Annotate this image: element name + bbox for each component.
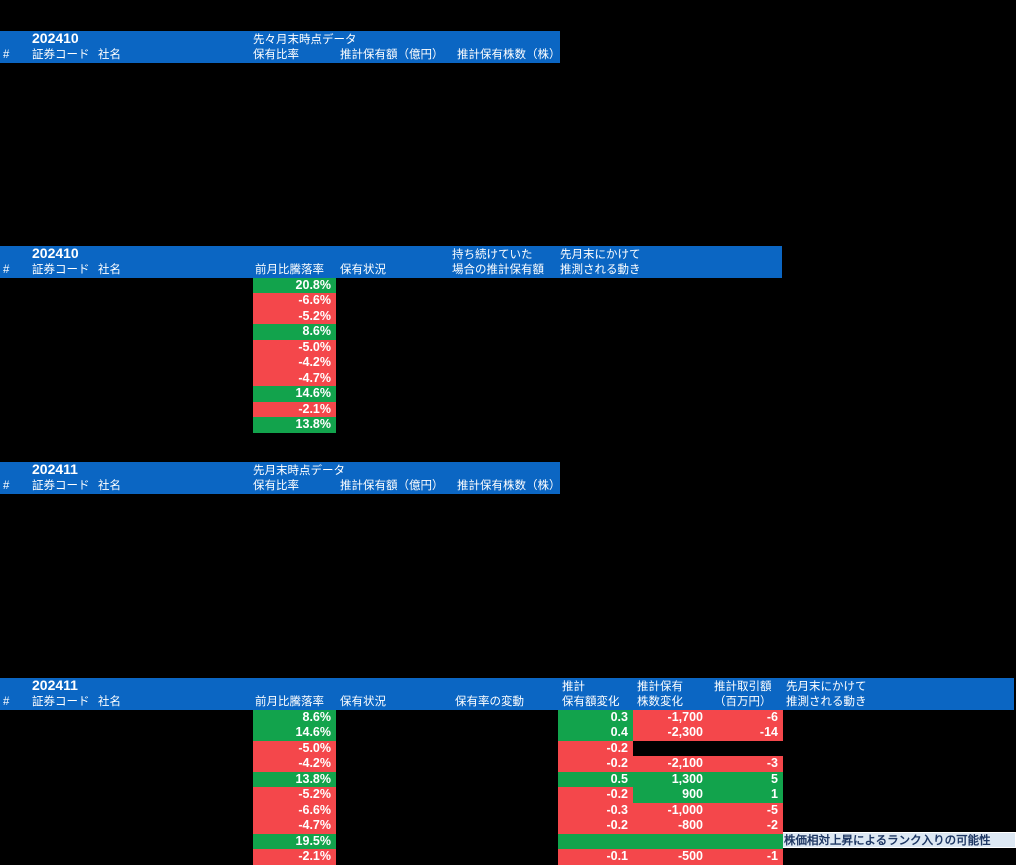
trade-amount-cell[interactable]: -14 <box>708 725 783 741</box>
pct-change-cell[interactable]: -5.2% <box>253 787 336 803</box>
col-ratio-fluctuation: 保有率の変動 <box>455 696 524 708</box>
col-trade-amount-line2: （百万円） <box>714 696 772 708</box>
col-company: 社名 <box>98 696 121 708</box>
table-header-202410-moves: 202410 持ち続けていた 先月末にかけて # 証券コード 社名 前月比騰落率… <box>0 246 782 278</box>
col-pct-change: 前月比騰落率 <box>255 696 324 708</box>
col-move-line2: 推測される動き <box>560 264 641 276</box>
col-shares-change-line2: 株数変化 <box>637 696 683 708</box>
rank-in-highlight-cell[interactable] <box>558 833 783 849</box>
table-header-202411-moves: 202411 推計 推計保有 推計取引額 先月末にかけて # 証券コード 社名 … <box>0 678 1014 710</box>
pct-change-cell[interactable]: 8.6% <box>253 709 336 725</box>
pct-change-cell[interactable]: 20.8% <box>253 277 336 293</box>
value-change-cell[interactable]: 0.3 <box>558 709 633 725</box>
col-pct-change: 前月比騰落率 <box>255 264 324 276</box>
shares-change-cell[interactable]: -1,000 <box>633 802 708 818</box>
pct-change-cell[interactable]: -5.0% <box>253 339 336 355</box>
pct-change-cell[interactable]: -6.6% <box>253 293 336 309</box>
table-header-202410-snapshot: 202410 先々月末時点データ # 証券コード 社名 保有比率 推計保有額（億… <box>0 30 561 63</box>
pct-change-cell[interactable]: 19.5% <box>253 833 336 849</box>
col-ticker: 証券コード <box>32 480 90 492</box>
col-index: # <box>3 49 10 61</box>
col-est-shares: 推計保有株数（株） <box>457 49 561 61</box>
pct-change-cell[interactable]: -5.0% <box>253 740 336 756</box>
value-change-cell[interactable]: -0.3 <box>558 802 633 818</box>
pct-change-cell[interactable]: -4.7% <box>253 818 336 834</box>
col-value-change-line1: 推計 <box>562 681 585 693</box>
col-holding-ratio: 保有比率 <box>253 49 299 61</box>
shares-change-cell[interactable]: -1,700 <box>633 709 708 725</box>
col-index: # <box>3 696 10 708</box>
value-change-cell[interactable]: -0.1 <box>558 849 633 865</box>
col-ticker: 証券コード <box>32 264 90 276</box>
col-index: # <box>3 264 10 276</box>
period-label: 202411 <box>32 461 78 477</box>
trade-amount-cell[interactable]: -6 <box>708 709 783 725</box>
col-holding-status: 保有状況 <box>340 696 386 708</box>
col-if-held-line2: 場合の推計保有額 <box>452 264 544 276</box>
period-label: 202411 <box>32 677 78 693</box>
pct-change-cell[interactable]: 14.6% <box>253 386 336 402</box>
col-est-value: 推計保有額（億円） <box>340 480 444 492</box>
col-index: # <box>3 480 10 492</box>
col-value-change-line2: 保有額変化 <box>562 696 620 708</box>
col-holding-status: 保有状況 <box>340 264 386 276</box>
col-ticker: 証券コード <box>32 49 90 61</box>
shares-change-cell[interactable]: 1,300 <box>633 771 708 787</box>
col-company: 社名 <box>98 49 121 61</box>
value-change-cell[interactable]: -0.2 <box>558 740 633 756</box>
shares-change-cell[interactable]: -800 <box>633 818 708 834</box>
pct-change-cell[interactable]: -6.6% <box>253 802 336 818</box>
col-est-value: 推計保有額（億円） <box>340 49 444 61</box>
col-ticker: 証券コード <box>32 696 90 708</box>
table-header-202411-snapshot: 202411 先月末時点データ # 証券コード 社名 保有比率 推計保有額（億円… <box>0 461 561 494</box>
pct-change-cell[interactable]: -2.1% <box>253 849 336 865</box>
pct-change-cell[interactable]: 13.8% <box>253 771 336 787</box>
col-shares-change-line1: 推計保有 <box>637 681 683 693</box>
col-company: 社名 <box>98 480 121 492</box>
pct-change-cell[interactable]: 8.6% <box>253 324 336 340</box>
period-label: 202410 <box>32 30 79 46</box>
value-change-cell[interactable]: -0.2 <box>558 756 633 772</box>
value-change-cell[interactable]: 0.5 <box>558 771 633 787</box>
shares-change-cell[interactable]: -500 <box>633 849 708 865</box>
col-company: 社名 <box>98 264 121 276</box>
shares-change-cell[interactable]: 900 <box>633 787 708 803</box>
col-est-shares: 推計保有株数（株） <box>457 480 561 492</box>
col-move-line1: 先月末にかけて <box>560 249 641 261</box>
trade-amount-cell[interactable]: 1 <box>708 787 783 803</box>
shares-change-cell[interactable]: -2,300 <box>633 725 708 741</box>
trade-amount-cell[interactable]: 5 <box>708 771 783 787</box>
trade-amount-cell[interactable]: -3 <box>708 756 783 772</box>
col-holding-ratio: 保有比率 <box>253 480 299 492</box>
pct-change-cell[interactable]: -4.2% <box>253 756 336 772</box>
rank-in-note-tooltip: 株価相対上昇によるランク入りの可能性 <box>779 832 1016 848</box>
pct-change-cell[interactable]: -4.2% <box>253 355 336 371</box>
value-change-cell[interactable]: -0.2 <box>558 787 633 803</box>
col-move-line2: 推測される動き <box>786 696 867 708</box>
trade-amount-cell[interactable]: -2 <box>708 818 783 834</box>
col-move-line1: 先月末にかけて <box>786 681 867 693</box>
dataset-label: 先々月末時点データ <box>253 34 357 46</box>
value-change-cell[interactable]: -0.2 <box>558 818 633 834</box>
shares-change-cell[interactable]: -2,100 <box>633 756 708 772</box>
col-if-held-line1: 持ち続けていた <box>452 249 533 261</box>
trade-amount-cell[interactable]: -1 <box>708 849 783 865</box>
value-change-cell[interactable]: 0.4 <box>558 725 633 741</box>
trade-amount-cell[interactable]: -5 <box>708 802 783 818</box>
pct-change-cell[interactable]: -2.1% <box>253 401 336 417</box>
pct-change-cell[interactable]: -4.7% <box>253 370 336 386</box>
pct-change-cell[interactable]: 13.8% <box>253 417 336 433</box>
pct-change-cell[interactable]: 14.6% <box>253 725 336 741</box>
period-label: 202410 <box>32 245 79 261</box>
pct-change-cell[interactable]: -5.2% <box>253 308 336 324</box>
col-trade-amount-line1: 推計取引額 <box>714 681 772 693</box>
dataset-label: 先月末時点データ <box>253 465 345 477</box>
